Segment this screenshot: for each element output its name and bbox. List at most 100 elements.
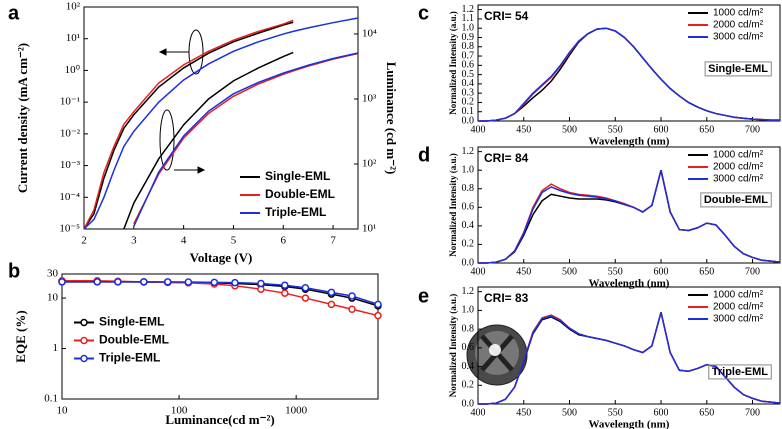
y-tick-label: 10⁻⁴ bbox=[59, 191, 80, 203]
y-tick-label: 10 bbox=[47, 292, 59, 304]
x-tick-label: 1000 bbox=[285, 405, 308, 417]
y-tick-label: 1.0 bbox=[462, 305, 475, 316]
data-point bbox=[327, 300, 336, 309]
x-tick-label: 7 bbox=[330, 235, 336, 247]
y-tick-label: 0.5 bbox=[462, 69, 475, 80]
x-tick-label: 700 bbox=[745, 124, 760, 135]
panel-label: c bbox=[418, 2, 429, 24]
x-axis-label: Luminance(cd m⁻²) bbox=[165, 412, 274, 427]
data-point bbox=[231, 278, 239, 287]
y2-tick-label: 10⁴ bbox=[362, 28, 377, 40]
plot-frame bbox=[477, 286, 781, 405]
legend-marker bbox=[80, 318, 88, 327]
legend-marker bbox=[80, 336, 88, 345]
x-tick-label: 600 bbox=[654, 124, 669, 135]
data-point bbox=[140, 278, 148, 286]
x-tick-label: 100 bbox=[171, 405, 188, 417]
y2-axis-label: Luminance (cd m⁻²) bbox=[384, 62, 399, 175]
data-point bbox=[184, 278, 193, 286]
legend-label: 3000 cd/m² bbox=[713, 32, 764, 43]
plot-frame bbox=[477, 4, 781, 122]
data-point bbox=[281, 289, 289, 297]
data-point bbox=[281, 281, 289, 289]
x-tick-label: 3 bbox=[131, 235, 137, 247]
data-point bbox=[58, 278, 66, 286]
y-tick-label: 0.8 bbox=[462, 323, 475, 334]
x-tick-label: 500 bbox=[562, 407, 577, 418]
data-point bbox=[114, 278, 122, 286]
y-tick-label: 1.0 bbox=[462, 164, 475, 175]
legend-label: Single-EML bbox=[265, 169, 330, 183]
legend-label: 1000 cd/m² bbox=[713, 150, 764, 161]
y-tick-label: 0.0 bbox=[462, 398, 475, 409]
y-tick-label: 0.4 bbox=[462, 78, 475, 89]
series-line bbox=[83, 21, 294, 230]
cri-label: CRI= 84 bbox=[484, 151, 529, 165]
y-tick-label: 0.2 bbox=[462, 97, 475, 108]
x-tick-label: 4 bbox=[181, 235, 187, 247]
data-point bbox=[301, 294, 310, 302]
x-tick-label: 550 bbox=[608, 266, 623, 277]
series-line bbox=[123, 51, 294, 230]
y-axis-label: Current density (mA cm⁻²) bbox=[15, 43, 30, 193]
series-line bbox=[478, 312, 781, 405]
series-line bbox=[83, 17, 359, 230]
x-tick-label: 6 bbox=[281, 235, 287, 247]
y-axis-label: Normalized Intensity (a.u.) bbox=[448, 153, 458, 257]
annotation-arrowhead bbox=[158, 48, 167, 56]
annotation-ellipse bbox=[188, 29, 204, 75]
cri-label: CRI= 83 bbox=[484, 291, 529, 305]
data-point bbox=[301, 284, 310, 292]
legend-label: Double-EML bbox=[265, 187, 335, 201]
data-point bbox=[327, 288, 336, 297]
x-tick-label: 600 bbox=[654, 266, 669, 277]
x-axis-label: Wavelength (nm) bbox=[589, 136, 670, 148]
series-line bbox=[133, 52, 359, 225]
panel-label: a bbox=[8, 2, 20, 24]
y-tick-label: 0.2 bbox=[462, 239, 475, 250]
y-tick-label: 10¹ bbox=[66, 32, 80, 44]
y-tick-label: 0.0 bbox=[462, 257, 475, 268]
data-point bbox=[210, 278, 219, 287]
annotation-ellipse bbox=[159, 109, 175, 171]
data-point bbox=[257, 279, 265, 288]
cri-label: CRI= 54 bbox=[484, 9, 529, 23]
x-tick-label: 10 bbox=[57, 405, 69, 417]
x-tick-label: 600 bbox=[654, 407, 669, 418]
annotation-arrowhead bbox=[197, 166, 206, 174]
y2-tick-label: 10³ bbox=[362, 93, 377, 105]
x-tick-label: 400 bbox=[471, 266, 486, 277]
y-tick-label: 10² bbox=[66, 1, 81, 13]
x-tick-label: 450 bbox=[516, 266, 531, 277]
y-tick-label: 10⁻¹ bbox=[60, 96, 80, 108]
x-tick-label: 650 bbox=[699, 266, 714, 277]
x-tick-label: 700 bbox=[745, 407, 760, 418]
device-label-box bbox=[704, 61, 772, 77]
legend-label: Triple-EML bbox=[265, 205, 326, 219]
device-label: Triple-EML bbox=[712, 366, 769, 378]
data-point bbox=[163, 278, 172, 286]
y-tick-label: 0.7 bbox=[462, 50, 475, 61]
series-line bbox=[478, 170, 781, 264]
y-tick-label: 0.0 bbox=[462, 115, 475, 126]
legend-label: 3000 cd/m² bbox=[713, 174, 764, 185]
data-point bbox=[374, 300, 382, 309]
y-tick-label: 1.1 bbox=[462, 13, 475, 24]
legend-label: 2000 cd/m² bbox=[713, 162, 764, 173]
panel-label: e bbox=[418, 285, 429, 307]
y-tick-label: 1.2 bbox=[462, 146, 475, 157]
y-axis-label: EQE (%) bbox=[13, 310, 28, 362]
x-tick-label: 5 bbox=[231, 235, 237, 247]
y-tick-label: 0.6 bbox=[462, 60, 475, 71]
legend-label: 2000 cd/m² bbox=[713, 20, 764, 31]
y2-tick-label: 10² bbox=[362, 158, 377, 170]
device-label-box bbox=[700, 192, 772, 208]
series-line bbox=[62, 280, 379, 317]
series-line bbox=[62, 281, 379, 306]
series-line bbox=[83, 19, 294, 230]
x-tick-label: 650 bbox=[699, 124, 714, 135]
y-tick-label: 0.8 bbox=[462, 41, 475, 52]
series-line bbox=[133, 52, 359, 227]
y-tick-label: 0.9 bbox=[462, 32, 475, 43]
y-axis-label: Normalized Intensity (a.u.) bbox=[448, 11, 458, 115]
